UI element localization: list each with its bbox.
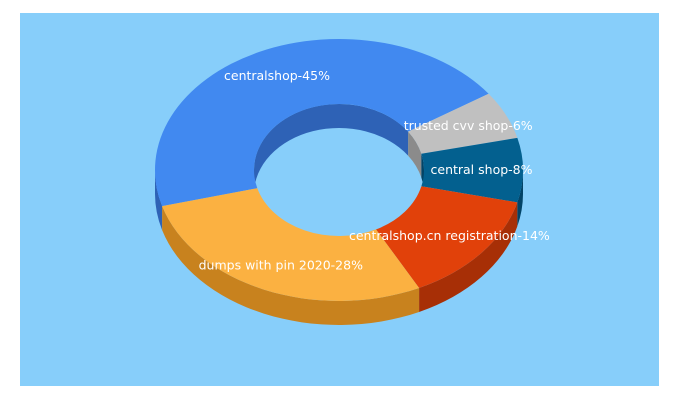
slice-side-centralshop — [155, 170, 163, 231]
slice-centralshop-cn-registration[interactable] — [375, 186, 518, 288]
slice-centralshop[interactable] — [154, 38, 489, 207]
slice-side-dumps-with-pin-2020 — [162, 206, 420, 326]
slice-dumps-with-pin-2020[interactable] — [162, 188, 420, 301]
slice-label-dumps-with-pin-2020: dumps with pin 2020-28% — [199, 257, 363, 272]
slice-trusted-cvv-shop[interactable] — [408, 93, 518, 154]
slice-label-central-shop: central shop-8% — [431, 162, 533, 177]
slice-side-centralshop-cn-registration — [419, 202, 518, 312]
donut-chart: centralshop-45% trusted cvv shop-6% centra… — [20, 13, 659, 386]
slice-side-central-shop — [517, 170, 523, 227]
chart-panel: centralshop-45% trusted cvv shop-6% centra… — [20, 13, 659, 386]
slice-label-centralshop-cn-registration: centralshop.cn registration-14% — [349, 228, 550, 243]
slice-label-centralshop: centralshop-45% — [224, 68, 330, 83]
slice-inner-centralshop — [254, 104, 409, 194]
slice-central-shop[interactable] — [421, 137, 523, 203]
slice-label-trusted-cvv-shop: trusted cvv shop-6% — [404, 118, 533, 133]
slice-inner-trusted-cvv-shop — [408, 131, 422, 178]
